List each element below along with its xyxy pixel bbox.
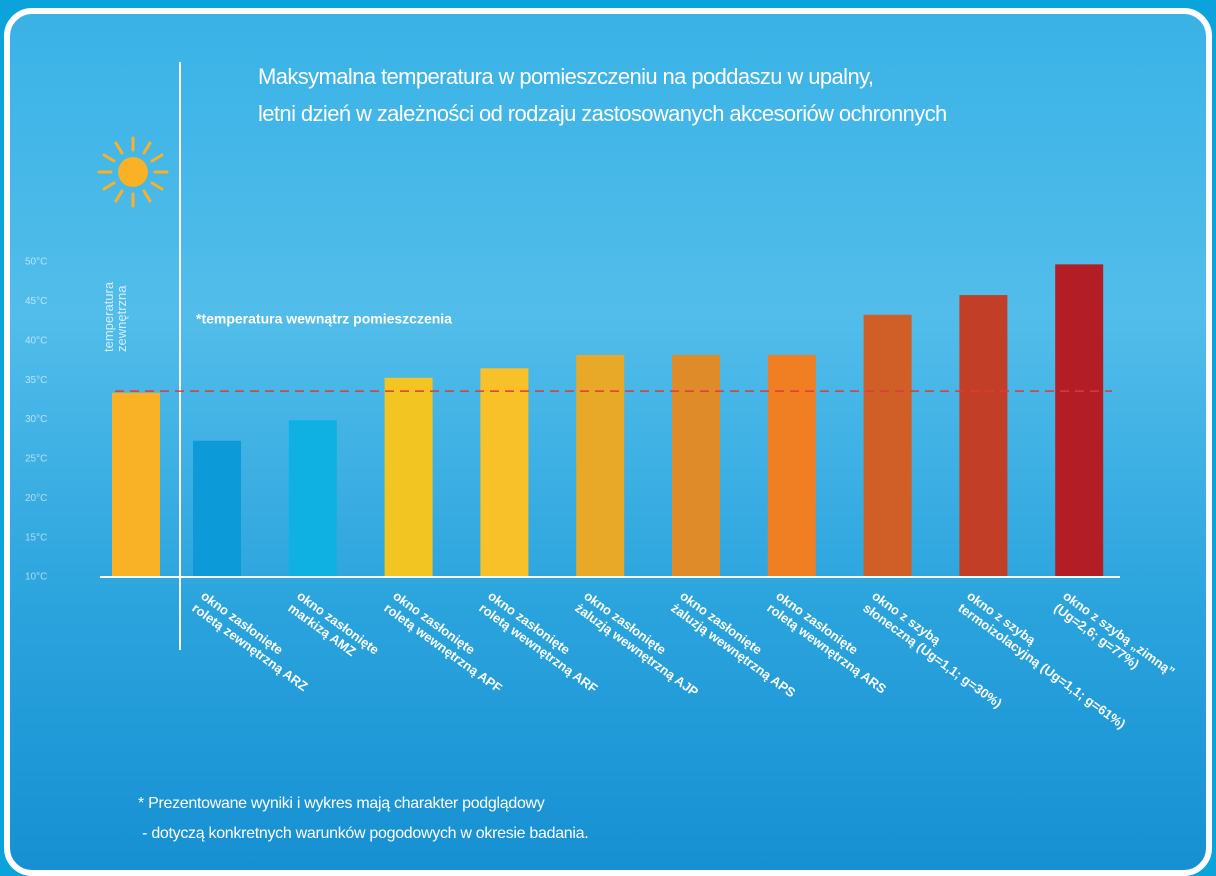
chart-title: Maksymalna temperatura w pomieszczeniu n… [258,64,947,126]
y-tick-label: 10°C [25,572,47,583]
y-tick-label: 20°C [25,493,47,504]
bar [767,354,816,577]
bar [288,420,337,577]
y-tick-label: 15°C [25,532,47,543]
bar [672,354,720,577]
y-tick-label: 30°C [25,414,47,425]
bar [959,295,1008,577]
x-tick-label: temperatura zewnętrzna [101,281,129,352]
annotation: *temperatura wewnątrz pomieszczenia [196,311,452,327]
y-tick-label: 35°C [25,375,47,386]
sun-icon [97,136,169,208]
bar [576,354,625,577]
y-tick-label: 45°C [25,296,47,307]
bar [112,392,160,577]
bar [1055,264,1104,577]
bar [193,440,241,577]
bar [384,377,433,577]
y-tick-label: 50°C [25,257,47,268]
y-tick-label: 40°C [25,335,47,346]
bar [480,368,529,577]
footnote: - dotyczą konkretnych warunków pogodowyc… [138,825,589,842]
footnote: * Prezentowane wyniki i wykres mają char… [138,795,545,812]
bar [863,314,912,577]
y-tick-label: 25°C [25,454,47,465]
